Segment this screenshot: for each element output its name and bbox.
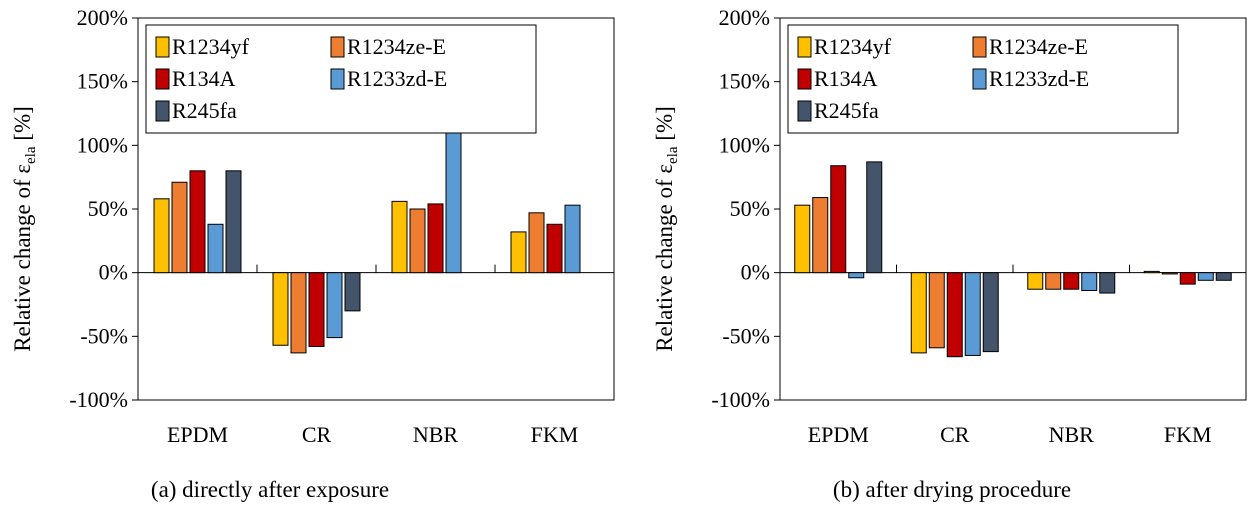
y-axis-label: Relative change of εela [%] bbox=[652, 106, 681, 352]
bar bbox=[190, 171, 205, 273]
legend-swatch bbox=[798, 101, 811, 121]
bar bbox=[208, 224, 223, 272]
y-axis-label-subscript: ela bbox=[665, 146, 681, 164]
x-tick-label: CR bbox=[940, 422, 970, 447]
legend-swatch bbox=[156, 101, 169, 121]
bar bbox=[511, 232, 526, 273]
x-tick-label: EPDM bbox=[808, 422, 869, 447]
legend: R1234yf R1234ze-E R134A R1233zd-E R245fa bbox=[788, 25, 1178, 133]
legend-label: R1234ze-E bbox=[347, 34, 446, 59]
x-tick-label: EPDM bbox=[167, 422, 228, 447]
bar bbox=[1198, 273, 1213, 281]
legend-label: R1233zd-E bbox=[989, 66, 1089, 91]
panel-caption: (a) directly after exposure bbox=[151, 477, 389, 502]
legend-label: R1234yf bbox=[172, 34, 250, 59]
legend-swatch bbox=[156, 69, 169, 89]
legend-swatch bbox=[973, 69, 986, 89]
panel-caption: (b) after drying procedure bbox=[833, 477, 1071, 502]
legend-label: R1234ze-E bbox=[989, 34, 1088, 59]
bar bbox=[795, 205, 810, 272]
legend-swatch bbox=[156, 37, 169, 57]
bar bbox=[273, 273, 288, 346]
bar bbox=[309, 273, 324, 347]
bar bbox=[345, 273, 360, 311]
x-tick-label: NBR bbox=[413, 422, 459, 447]
bar bbox=[831, 166, 846, 273]
bar bbox=[1100, 273, 1115, 293]
y-axis-label-unit: [%] bbox=[10, 106, 35, 146]
legend-swatch bbox=[798, 37, 811, 57]
y-tick-label: 0% bbox=[741, 260, 770, 285]
bar bbox=[428, 204, 443, 273]
y-tick-label: 100% bbox=[719, 132, 770, 157]
bar bbox=[547, 224, 562, 272]
legend-label: R1234yf bbox=[814, 34, 892, 59]
legend-label: R134A bbox=[814, 66, 878, 91]
bar bbox=[172, 182, 187, 272]
bar bbox=[965, 273, 980, 356]
y-axis-label-main: Relative change of ε bbox=[10, 164, 35, 352]
y-tick-label: 100% bbox=[77, 132, 128, 157]
y-tick-label: 150% bbox=[719, 69, 770, 94]
y-tick-label: -100% bbox=[711, 387, 770, 412]
bar bbox=[529, 213, 544, 273]
bar bbox=[1064, 273, 1079, 290]
y-tick-label: 50% bbox=[88, 196, 128, 221]
bar bbox=[1216, 273, 1231, 281]
legend-label: R134A bbox=[172, 66, 236, 91]
bar bbox=[1144, 271, 1159, 272]
bar bbox=[565, 205, 580, 272]
y-axis-label-main: Relative change of ε bbox=[652, 164, 677, 352]
legend-label: R1233zd-E bbox=[347, 66, 447, 91]
bar bbox=[446, 130, 461, 273]
bar bbox=[1082, 273, 1097, 291]
bar bbox=[813, 198, 828, 273]
bar bbox=[392, 201, 407, 272]
y-tick-label: 150% bbox=[77, 69, 128, 94]
bar bbox=[1162, 273, 1177, 274]
bar bbox=[947, 273, 962, 357]
legend-swatch bbox=[973, 37, 986, 57]
bar bbox=[929, 273, 944, 348]
y-tick-label: -50% bbox=[80, 323, 128, 348]
y-tick-label: 200% bbox=[719, 5, 770, 30]
bar bbox=[327, 273, 342, 338]
x-tick-label: NBR bbox=[1049, 422, 1095, 447]
y-axis-label-subscript: ela bbox=[23, 146, 39, 164]
y-axis-label-unit: [%] bbox=[652, 106, 677, 146]
bar bbox=[1180, 273, 1195, 284]
bar bbox=[849, 273, 864, 278]
x-tick-label: CR bbox=[302, 422, 332, 447]
y-tick-label: -100% bbox=[69, 387, 128, 412]
y-axis-label: Relative change of εela [%] bbox=[10, 106, 39, 352]
bar bbox=[867, 162, 882, 273]
bar bbox=[154, 199, 169, 273]
legend-label: R245fa bbox=[172, 98, 237, 123]
y-tick-label: 0% bbox=[99, 260, 128, 285]
legend-swatch bbox=[798, 69, 811, 89]
y-tick-label: 50% bbox=[730, 196, 770, 221]
chart-panel-1: -100% -50% 0% 50% 100% 150% 200% EPDM CR NBR FKM R1… bbox=[652, 5, 1246, 502]
bar bbox=[1046, 273, 1061, 290]
bar bbox=[410, 209, 425, 273]
legend: R1234yf R1234ze-E R134A R1233zd-E R245fa bbox=[146, 25, 536, 133]
bar bbox=[1028, 273, 1043, 290]
bar bbox=[911, 273, 926, 353]
x-tick-label: FKM bbox=[1164, 422, 1212, 447]
legend-swatch bbox=[331, 37, 344, 57]
chart-panel-0: -100% -50% 0% 50% 100% 150% 200% EPDM CR NBR FKM R1… bbox=[10, 5, 614, 502]
legend-label: R245fa bbox=[814, 98, 879, 123]
bar bbox=[291, 273, 306, 353]
bar bbox=[226, 171, 241, 273]
bar bbox=[983, 273, 998, 352]
x-tick-label: FKM bbox=[531, 422, 579, 447]
y-tick-label: 200% bbox=[77, 5, 128, 30]
legend-swatch bbox=[331, 69, 344, 89]
y-tick-label: -50% bbox=[722, 323, 770, 348]
